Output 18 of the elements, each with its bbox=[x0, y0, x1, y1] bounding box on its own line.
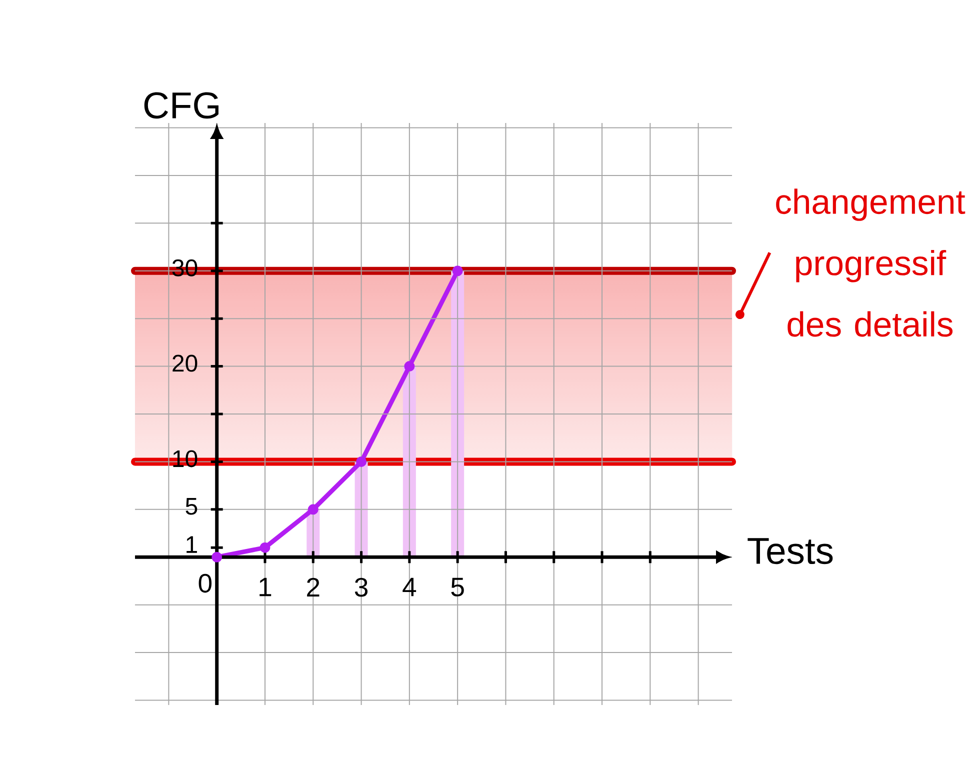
x-tick-label: 3 bbox=[354, 578, 368, 597]
point bbox=[356, 456, 367, 467]
x-tick-label: 0 bbox=[198, 574, 212, 593]
point bbox=[452, 266, 463, 276]
point bbox=[212, 552, 222, 562]
band-label: changement progressif des details bbox=[776, 188, 966, 337]
point bbox=[260, 542, 270, 553]
y-axis-title: CFG bbox=[144, 92, 218, 119]
y-tick-label: 5 bbox=[186, 498, 198, 515]
x-axis-title: Tests bbox=[748, 538, 833, 564]
x-tick-label: 5 bbox=[451, 578, 464, 596]
point bbox=[404, 361, 415, 372]
y-tick-label: 1 bbox=[186, 536, 197, 553]
y-tick-label: 20 bbox=[172, 354, 198, 372]
point bbox=[308, 504, 318, 515]
x-tick-label: 4 bbox=[402, 578, 416, 596]
x-tick-label: 1 bbox=[260, 578, 272, 596]
x-tick-label: 2 bbox=[307, 578, 320, 596]
